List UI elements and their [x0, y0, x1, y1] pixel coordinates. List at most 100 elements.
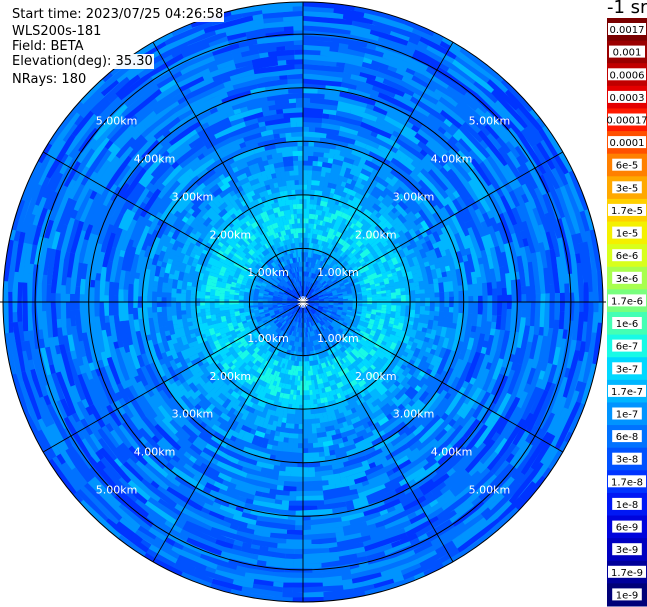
- heatmap-cell: [283, 259, 288, 266]
- heatmap-cell: [273, 435, 284, 443]
- heatmap-cell: [292, 310, 297, 316]
- heatmap-cell: [482, 416, 506, 446]
- heatmap-cell: [254, 312, 261, 318]
- heatmap-cell: [332, 271, 338, 277]
- heatmap-cell: [342, 291, 348, 295]
- heatmap-cell: [263, 322, 270, 328]
- heatmap-cell: [317, 214, 325, 221]
- heatmap-cell: [340, 165, 347, 173]
- heatmap-cell: [237, 343, 244, 349]
- heatmap-cell: [323, 381, 331, 389]
- heatmap-cell: [307, 433, 313, 439]
- heatmap-cell: [428, 338, 435, 345]
- heatmap-cell: [304, 337, 306, 343]
- heatmap-cell: [177, 271, 185, 281]
- heatmap-cell: [156, 112, 179, 131]
- heatmap-cell: [357, 385, 367, 394]
- heatmap-cell: [215, 354, 224, 363]
- heatmap-cell: [180, 302, 186, 307]
- heatmap-cell: [282, 393, 290, 400]
- heatmap-cell: [115, 445, 130, 462]
- heatmap-cell: [469, 218, 486, 252]
- heatmap-cell: [352, 230, 358, 237]
- heatmap-cell: [282, 332, 288, 339]
- heatmap-cell: [371, 367, 380, 377]
- heatmap-cell: [175, 93, 213, 117]
- heatmap-cell: [380, 420, 392, 431]
- heatmap-cell: [281, 304, 288, 307]
- heatmap-cell: [303, 390, 310, 396]
- heatmap-cell: [406, 375, 417, 387]
- heatmap-cell: [264, 254, 270, 261]
- heatmap-cell: [293, 389, 297, 396]
- heatmap-cell: [504, 430, 514, 441]
- heatmap-cell: [303, 242, 306, 248]
- heatmap-cell: [409, 221, 420, 233]
- heatmap-cell: [272, 304, 278, 308]
- heatmap-cell: [103, 199, 115, 216]
- heatmap-cell: [299, 266, 302, 272]
- heatmap-cell: [187, 483, 197, 492]
- heatmap-cell: [308, 271, 312, 278]
- heatmap-cell: [425, 250, 432, 257]
- heatmap-cell: [375, 412, 387, 423]
- heatmap-cell: [334, 444, 357, 455]
- heatmap-cell: [332, 292, 338, 296]
- heatmap-cell: [215, 316, 222, 324]
- heatmap-cell: [311, 179, 321, 186]
- heatmap-cell: [364, 317, 371, 322]
- heatmap-cell: [347, 446, 376, 462]
- heatmap-cell: [270, 256, 276, 262]
- heatmap-cell: [303, 457, 315, 464]
- heatmap-cell: [294, 336, 299, 343]
- heatmap-cell: [362, 528, 406, 548]
- heatmap-cell: [180, 289, 187, 294]
- heatmap-cell: [305, 256, 308, 262]
- heatmap-cell: [165, 242, 174, 254]
- heatmap-cell: [200, 507, 211, 516]
- heatmap-cell: [294, 293, 299, 298]
- heatmap-cell: [251, 246, 257, 253]
- heatmap-cell: [476, 333, 486, 354]
- heatmap-cell: [224, 309, 230, 313]
- heatmap-cell: [146, 307, 153, 319]
- heatmap-cell: [241, 234, 250, 242]
- heatmap-cell: [310, 252, 314, 258]
- heatmap-cell: [170, 382, 184, 399]
- heatmap-cell: [447, 280, 455, 292]
- heatmap-cell: [426, 342, 434, 349]
- heatmap-cell: [209, 489, 246, 508]
- heatmap-cell: [520, 341, 533, 375]
- heatmap-cell: [346, 177, 353, 185]
- heatmap-cell: [320, 397, 325, 404]
- heatmap-cell: [305, 290, 307, 296]
- heatmap-cell: [149, 165, 175, 194]
- heatmap-cell: [373, 277, 380, 285]
- heatmap-cell: [238, 290, 245, 296]
- heatmap-cell: [283, 437, 289, 444]
- heatmap-cell: [161, 306, 168, 317]
- heatmap-cell: [491, 375, 509, 405]
- heatmap-cell: [160, 261, 168, 268]
- heatmap-cell: [294, 331, 297, 337]
- heatmap-cell: [238, 302, 244, 307]
- heatmap-cell: [253, 186, 263, 195]
- heatmap-cell: [414, 289, 421, 295]
- heatmap-cell: [319, 332, 324, 338]
- heatmap-cell: [245, 329, 252, 335]
- heatmap-cell: [281, 302, 287, 304]
- heatmap-cell: [286, 224, 291, 230]
- heatmap-cell: [290, 345, 296, 352]
- heatmap-cell: [306, 346, 309, 353]
- heatmap-cell: [320, 319, 326, 325]
- heatmap-cell: [252, 60, 279, 70]
- heatmap-cell: [266, 92, 303, 101]
- heatmap-cell: [408, 349, 415, 356]
- heatmap-cell: [170, 302, 177, 307]
- heatmap-cell: [492, 392, 512, 424]
- heatmap-cell: [113, 458, 123, 468]
- heatmap-cell: [183, 343, 190, 350]
- heatmap-cell: [380, 284, 386, 289]
- heatmap-cell: [348, 401, 359, 410]
- heatmap-cell: [455, 102, 473, 119]
